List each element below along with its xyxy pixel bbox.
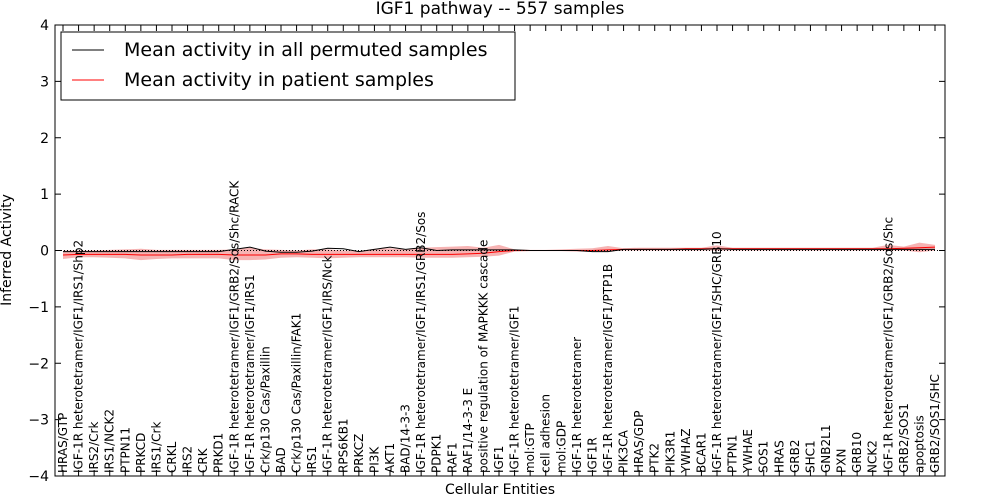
x-tick-label: HRAS [772, 440, 786, 473]
x-tick-label: GNB2L1 [819, 425, 833, 473]
x-tick-label: IGF1R [585, 437, 599, 473]
y-tick-label: −4 [28, 469, 49, 485]
x-tick-label: PTPN1 [726, 435, 740, 473]
x-tick-label: PDPK1 [430, 434, 444, 473]
x-tick-label: IRS1/NCK2 [103, 409, 117, 473]
x-tick-label: IGF-1R heterotetramer/IGF1/IRS1/GRB2/Sos [414, 212, 428, 473]
x-tick-label: IGF-1R heterotetramer/IGF1/IRS1/Shp2 [72, 240, 86, 473]
y-tick-label: −1 [28, 300, 49, 316]
x-tick-label: Crk/p130 Cas/Paxillin/FAK1 [290, 313, 304, 473]
x-tick-label: Crk/p130 Cas/Paxillin [258, 346, 272, 473]
y-axis-label: Inferred Activity [0, 194, 15, 306]
x-tick-label: GRB2/SOS1/SHC [928, 374, 942, 473]
x-tick-label: IGF-1R heterotetramer/IGF1/PTP1B [601, 264, 615, 473]
x-tick-label: GRB2/SOS1 [897, 403, 911, 473]
x-tick-label: IRS1 [305, 446, 319, 473]
x-tick-label: YWHAZ [679, 428, 693, 474]
x-tick-label: BAD [274, 447, 288, 473]
x-tick-label: IGF-1R heterotetramer/IGF1/SHC/GRB10 [710, 231, 724, 473]
x-tick-label: YWHAE [741, 429, 755, 474]
x-tick-label: positive regulation of MAPKKK cascade [476, 240, 490, 473]
y-tick-label: 0 [40, 244, 49, 260]
x-tick-label: IGF-1R heterotetramer [570, 337, 584, 473]
x-tick-label: IGF-1R heterotetramer/IGF1/GRB2/Sos/Shc/… [227, 180, 241, 473]
x-tick-label: IGF-1R heterotetramer/IGF1/GRB2/Sos/Shc [881, 217, 895, 473]
x-tick-label: HRAS/GTP [56, 413, 70, 473]
x-tick-label: AKT1 [383, 443, 397, 473]
legend-box [60, 31, 516, 101]
x-tick-label: GRB2 [788, 439, 802, 473]
x-tick-label: PI3K [367, 446, 381, 473]
legend: Mean activity in all permuted samples Me… [60, 31, 516, 101]
x-tick-label: PTPN11 [118, 427, 132, 473]
x-tick-label: mol:GDP [554, 421, 568, 473]
x-tick-label: RAF1 [445, 442, 459, 473]
x-tick-label: PRKCZ [352, 434, 366, 473]
x-tick-label: IGF-1R heterotetramer/IGF1 [508, 306, 522, 473]
x-tick-label: IRS2 [181, 446, 195, 473]
y-tick-label: −3 [28, 413, 49, 429]
legend-label-permuted: Mean activity in all permuted samples [124, 39, 487, 61]
x-tick-label: PTK2 [648, 443, 662, 473]
x-tick-label: RAF1/14-3-3 E [461, 388, 475, 473]
y-tick-label: 1 [40, 187, 49, 203]
series-line-permuted [63, 246, 935, 253]
x-tick-label: SOS1 [757, 441, 771, 473]
x-tick-label: IGF-1R heterotetramer/IGF1/IRS1 [243, 274, 257, 473]
x-tick-label: BCAR1 [694, 432, 708, 473]
x-tick-label: PRKD1 [212, 433, 226, 473]
x-tick-label: PRKCD [134, 433, 148, 473]
x-tick-label: BAD/14-3-3 [399, 404, 413, 473]
x-tick-label: CRK [196, 447, 210, 473]
x-tick-label: HRAS/GDP [632, 410, 646, 473]
x-tick-label: NCK2 [866, 440, 880, 473]
chart-title: IGF1 pathway -- 557 samples [376, 0, 625, 19]
x-tick-label: GRB10 [850, 432, 864, 473]
x-tick-label: SHC1 [803, 440, 817, 473]
x-tick-label: IRS1/Crk [149, 422, 163, 473]
x-tick-label: IRS2/Crk [87, 422, 101, 473]
y-tick-label: 3 [40, 74, 49, 90]
x-tick-label: IGF1 [492, 446, 506, 473]
x-tick-label: PIK3R1 [663, 431, 677, 473]
y-tick-label: 4 [40, 18, 49, 34]
x-tick-label: RPS6KB1 [336, 418, 350, 473]
y-tick-label: −2 [28, 356, 49, 372]
y-tick-label: 2 [40, 131, 49, 147]
x-tick-label: PIK3CA [617, 429, 631, 473]
legend-label-patient: Mean activity in patient samples [124, 69, 434, 91]
x-tick-label: apoptosis [912, 415, 926, 473]
x-axis-label: Cellular Entities [445, 482, 555, 498]
x-tick-label: CRKL [165, 441, 179, 473]
x-tick-label: mol:GTP [523, 423, 537, 473]
series-line-patient [62, 246, 936, 256]
x-tick-label: cell adhesion [539, 394, 553, 473]
x-tick-label: PXN [835, 449, 849, 473]
x-tick-label: IGF-1R heterotetramer/IGF1/IRS/Nck [321, 255, 335, 473]
